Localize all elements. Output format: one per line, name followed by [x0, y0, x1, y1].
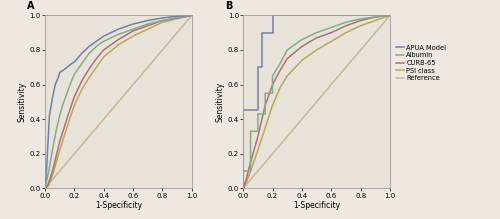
Text: B: B	[226, 2, 233, 11]
Y-axis label: Sensitivity: Sensitivity	[18, 82, 27, 122]
Y-axis label: Sensitivity: Sensitivity	[216, 82, 225, 122]
Text: A: A	[28, 2, 35, 11]
X-axis label: 1-Specificity: 1-Specificity	[95, 201, 142, 210]
Legend: APUA Model, Albumin, CURB-65, PSI class, Reference: APUA Model, Albumin, CURB-65, PSI class,…	[396, 45, 446, 81]
X-axis label: 1-Specificity: 1-Specificity	[293, 201, 340, 210]
